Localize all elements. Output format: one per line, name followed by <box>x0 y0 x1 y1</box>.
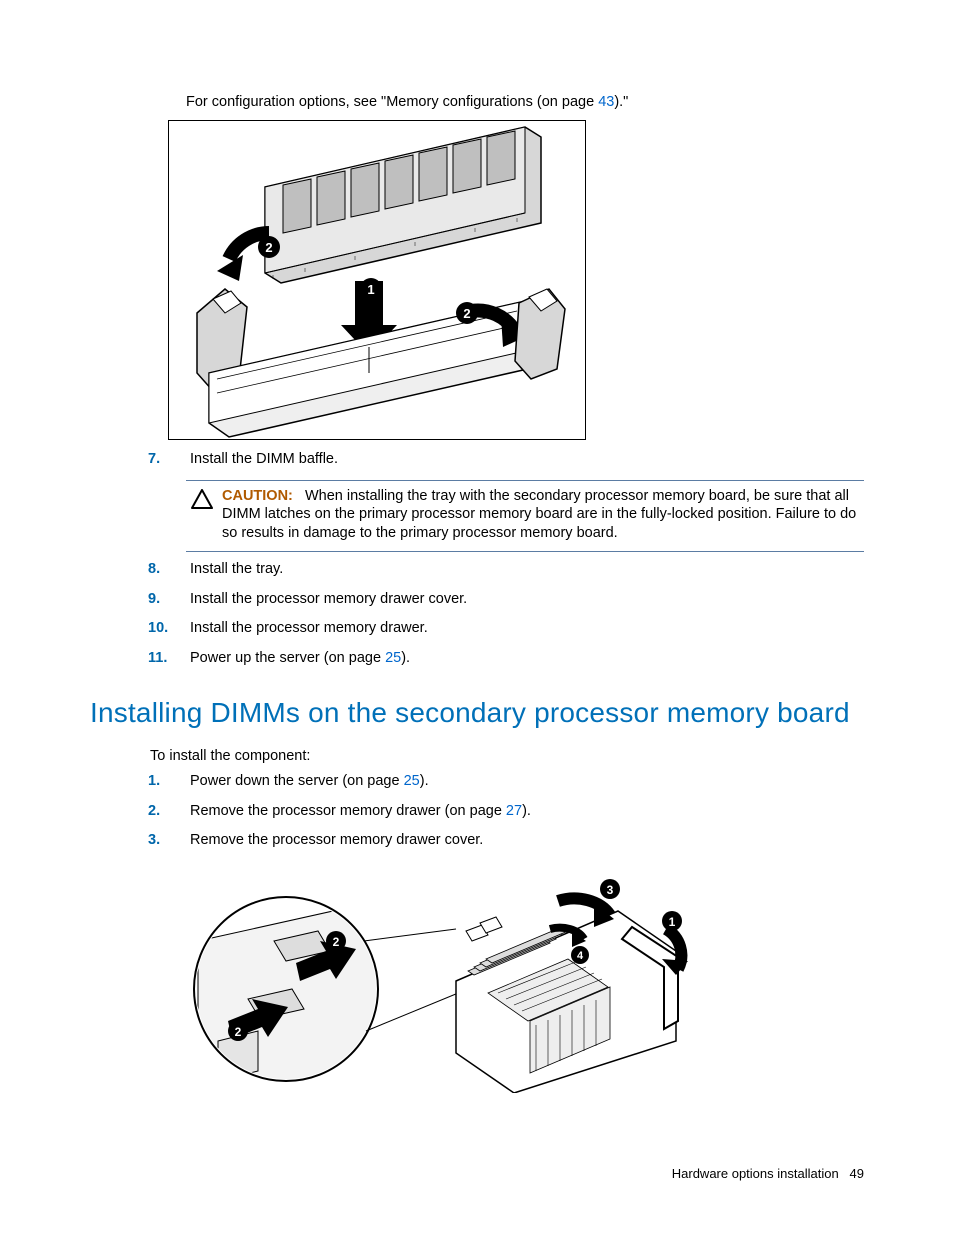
step-number: 10. <box>148 619 182 639</box>
step-number: 9. <box>148 590 182 610</box>
step-9: 9. Install the processor memory drawer c… <box>90 590 864 610</box>
config-note-prefix: For configuration options, see "Memory c… <box>186 94 598 110</box>
caution-label: CAUTION: <box>222 488 293 504</box>
step-text-suffix: ). <box>522 803 531 819</box>
step-text-prefix: Remove the processor memory drawer (on p… <box>190 803 506 819</box>
figure-dimm-install: 1 2 <box>168 120 586 440</box>
step-10: 10. Install the processor memory drawer. <box>90 619 864 639</box>
step-text: Install the processor memory drawer cove… <box>190 591 467 607</box>
step-number: 3. <box>148 831 182 851</box>
figure-drawer-cover: 2 2 <box>188 871 688 1093</box>
page-link-27[interactable]: 27 <box>506 803 522 819</box>
svg-text:2: 2 <box>333 935 340 949</box>
page: For configuration options, see "Memory c… <box>0 0 954 1235</box>
step-3: 3. Remove the processor memory drawer co… <box>90 831 864 851</box>
step-1: 1. Power down the server (on page 25). <box>90 772 864 792</box>
steps-1-3: 1. Power down the server (on page 25). 2… <box>90 772 864 851</box>
section-intro: To install the component: <box>150 747 864 767</box>
step-number: 11. <box>148 649 182 669</box>
caution-icon <box>186 487 218 544</box>
step-11: 11. Power up the server (on page 25). <box>90 649 864 669</box>
footer-label: Hardware options installation <box>672 1166 839 1181</box>
page-footer: Hardware options installation 49 <box>672 1165 864 1183</box>
config-note-suffix: )." <box>614 94 628 110</box>
svg-text:1: 1 <box>669 915 676 929</box>
page-link-25b[interactable]: 25 <box>404 773 420 789</box>
step-number: 1. <box>148 772 182 792</box>
step-text: Install the processor memory drawer. <box>190 620 428 636</box>
step-text-prefix: Power down the server (on page <box>190 773 404 789</box>
step-number: 2. <box>148 802 182 822</box>
steps-7: 7. Install the DIMM baffle. <box>90 450 864 470</box>
step-2: 2. Remove the processor memory drawer (o… <box>90 802 864 822</box>
page-link-25[interactable]: 25 <box>385 650 401 666</box>
svg-text:4: 4 <box>577 950 584 962</box>
svg-text:2: 2 <box>235 1025 242 1039</box>
section-heading: Installing DIMMs on the secondary proces… <box>90 694 864 732</box>
steps-8-11: 8. Install the tray. 9. Install the proc… <box>90 560 864 668</box>
caution-body: When installing the tray with the second… <box>222 488 856 542</box>
svg-text:1: 1 <box>367 282 374 297</box>
svg-text:3: 3 <box>607 883 614 897</box>
step-number: 7. <box>148 450 182 470</box>
svg-text:2: 2 <box>265 240 272 255</box>
step-8: 8. Install the tray. <box>90 560 864 580</box>
caution-text: CAUTION: When installing the tray with t… <box>218 487 864 544</box>
step-text-suffix: ). <box>420 773 429 789</box>
step-text: Remove the processor memory drawer cover… <box>190 832 483 848</box>
step-text-prefix: Power up the server (on page <box>190 650 385 666</box>
footer-page: 49 <box>850 1166 864 1181</box>
page-link-43[interactable]: 43 <box>598 94 614 110</box>
config-note: For configuration options, see "Memory c… <box>186 93 864 113</box>
step-text-suffix: ). <box>401 650 410 666</box>
step-text: Install the tray. <box>190 561 283 577</box>
drawer-cover-svg: 2 2 <box>188 871 688 1093</box>
step-text: Install the DIMM baffle. <box>190 451 338 467</box>
caution-box: CAUTION: When installing the tray with t… <box>186 480 864 553</box>
dimm-install-svg: 1 2 <box>169 121 585 439</box>
svg-text:2: 2 <box>463 306 470 321</box>
step-number: 8. <box>148 560 182 580</box>
step-7: 7. Install the DIMM baffle. <box>90 450 864 470</box>
